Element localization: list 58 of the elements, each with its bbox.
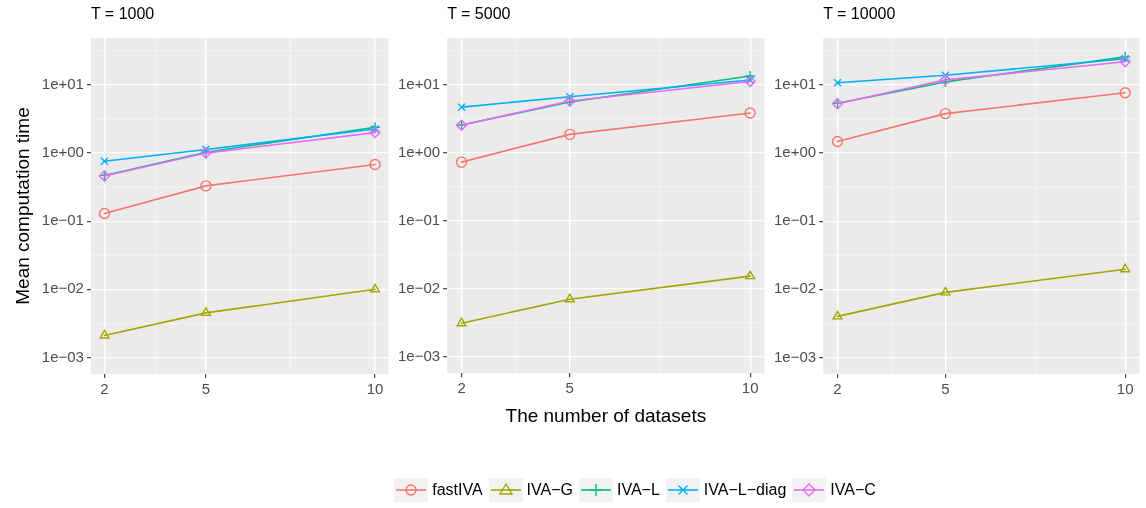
point bbox=[1119, 56, 1131, 68]
y-tick-label: 1e+01 bbox=[773, 75, 817, 93]
point bbox=[455, 156, 468, 168]
chart-title: T = 1000 bbox=[90, 5, 155, 22]
legend-label: fastIVA bbox=[432, 481, 483, 499]
y-tick-label: 1e+01 bbox=[41, 75, 84, 93]
legend-label: IVA−L bbox=[617, 481, 660, 499]
point bbox=[456, 317, 467, 327]
point bbox=[745, 270, 756, 280]
point bbox=[200, 180, 212, 192]
y-tick-label: 1e−02 bbox=[773, 279, 817, 297]
chart-title: T = 5000 bbox=[447, 5, 511, 22]
point bbox=[939, 107, 952, 120]
y-tick-label: 1e−03 bbox=[773, 347, 817, 365]
y-tick-label: 1e+00 bbox=[397, 142, 441, 160]
point bbox=[833, 78, 842, 87]
point bbox=[831, 135, 844, 148]
y-tick-label: 1e−03 bbox=[41, 347, 84, 365]
y-tick-label: 1e−02 bbox=[41, 279, 84, 297]
x-tick-label: 5 bbox=[565, 379, 574, 397]
y-tick-label: 1e−01 bbox=[41, 211, 84, 229]
point bbox=[564, 293, 575, 303]
legend-label: IVA−C bbox=[830, 481, 876, 499]
point bbox=[369, 126, 381, 139]
y-tick-label: 1e−03 bbox=[397, 346, 441, 364]
x-axis-title: The number of datasets bbox=[505, 404, 707, 426]
point bbox=[99, 329, 110, 339]
x-tick-label: 2 bbox=[457, 379, 466, 397]
y-axis-title: Mean computation time bbox=[11, 107, 33, 305]
y-tick-label: 1e−02 bbox=[397, 278, 441, 296]
point bbox=[200, 307, 211, 317]
point bbox=[457, 102, 466, 112]
y-tick-label: 1e−01 bbox=[773, 211, 817, 229]
y-tick-label: 1e−01 bbox=[397, 210, 441, 228]
point bbox=[744, 107, 756, 119]
chart-title: T = 10000 bbox=[823, 5, 896, 22]
legend-label: IVA−L−diag bbox=[703, 481, 787, 499]
y-tick-label: 1e+00 bbox=[41, 143, 84, 161]
x-tick-label: 2 bbox=[833, 380, 842, 398]
x-tick-label: 10 bbox=[741, 379, 759, 397]
x-tick-label: 2 bbox=[100, 380, 109, 398]
legend-label: IVA−G bbox=[526, 481, 573, 499]
point bbox=[100, 156, 109, 166]
y-tick-label: 1e+01 bbox=[397, 75, 441, 93]
x-tick-label: 10 bbox=[366, 380, 384, 398]
point bbox=[201, 145, 211, 154]
point bbox=[1120, 263, 1131, 273]
y-tick-label: 1e+00 bbox=[773, 143, 817, 161]
point bbox=[940, 286, 951, 296]
point bbox=[98, 207, 111, 220]
point bbox=[369, 158, 381, 171]
point bbox=[564, 128, 576, 141]
point bbox=[370, 283, 381, 293]
x-tick-label: 5 bbox=[941, 380, 950, 398]
point bbox=[832, 310, 843, 320]
x-tick-label: 5 bbox=[201, 380, 211, 398]
point bbox=[1119, 87, 1131, 99]
x-tick-label: 10 bbox=[1116, 380, 1134, 398]
